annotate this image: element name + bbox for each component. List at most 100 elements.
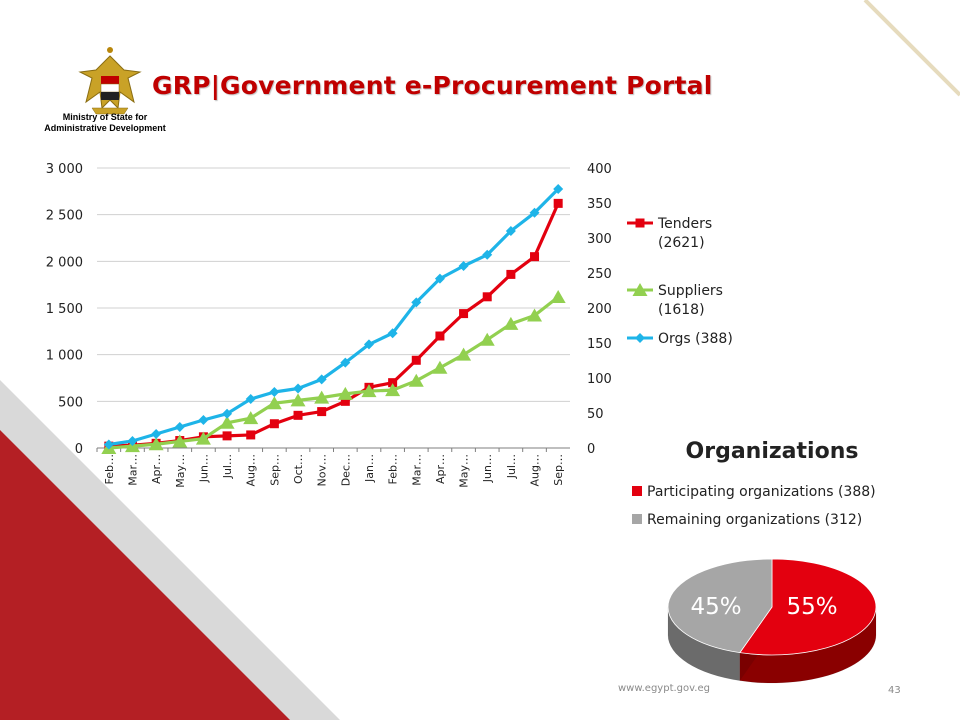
data-point [269, 387, 280, 397]
pie-title: Organizations [686, 439, 859, 464]
data-point [245, 394, 256, 404]
pie-legend-label: Participating organizations (388) [647, 484, 876, 500]
legend-label-line: (1618) [658, 302, 705, 318]
x-tick-label: Mar… [410, 454, 423, 486]
data-point [408, 373, 424, 387]
pie-slice-remaining [667, 558, 773, 654]
data-point [246, 430, 256, 440]
data-point [148, 437, 164, 451]
series-line-2 [108, 187, 560, 447]
x-tick-label: May… [458, 454, 471, 488]
x-tick-label: Jul… [221, 454, 234, 479]
ministry-caption: Ministry of State for Administrative Dev… [30, 112, 180, 134]
data-point [459, 309, 469, 319]
page-title: GRP|Government e-Procurement Portal [152, 71, 713, 100]
y-left-tick-label: 0 [75, 442, 83, 457]
x-tick-label: Sep… [268, 454, 281, 486]
y-right-tick-label: 200 [587, 302, 612, 317]
legend-label: Tenders (2621) [657, 216, 712, 251]
egypt-eagle-emblem-icon [78, 47, 142, 115]
data-point [198, 415, 209, 425]
y-right-tick-label: 300 [587, 232, 612, 247]
x-tick-label: Apr… [150, 454, 163, 484]
page-number: 43 [888, 685, 901, 696]
data-point [174, 422, 185, 432]
x-tick-label: Aug… [245, 454, 258, 486]
x-tick-label: Jul… [505, 454, 518, 479]
data-point [293, 383, 304, 394]
data-point [529, 207, 540, 218]
data-point [317, 407, 327, 417]
data-point [388, 378, 398, 388]
y-left-tick-label: 500 [58, 395, 83, 410]
data-point [527, 308, 543, 322]
data-point [172, 434, 188, 448]
series-line-0 [108, 202, 560, 448]
data-point [269, 419, 279, 429]
data-point [222, 408, 233, 419]
legend-marker [632, 283, 648, 296]
data-point [530, 252, 540, 262]
data-point [434, 273, 445, 284]
y-right-tick-label: 250 [587, 267, 612, 282]
ministry-line-1: Ministry of State for [62, 112, 148, 122]
data-point [337, 386, 353, 400]
data-point [243, 411, 259, 425]
pie-legend-swatch [632, 514, 642, 524]
data-point [411, 355, 421, 365]
legend-label: Suppliers (1618) [658, 283, 723, 318]
data-point [340, 396, 350, 406]
x-tick-label: Sep… [552, 454, 565, 486]
data-point [553, 198, 563, 208]
legend-label-line: (2621) [658, 235, 705, 251]
data-point [219, 415, 235, 429]
data-point [103, 439, 114, 450]
x-tick-label: Feb… [103, 454, 116, 484]
data-point [411, 297, 422, 308]
y-right-tick-label: 150 [587, 337, 612, 352]
legend-marker [635, 333, 645, 343]
pie-data-label: 45% [690, 594, 741, 620]
data-point [482, 249, 493, 260]
data-point [479, 332, 495, 346]
legend-label: Orgs (388) [658, 331, 733, 347]
x-tick-label: Feb… [387, 454, 400, 484]
y-left-tick-label: 1 500 [46, 302, 83, 317]
footer-url: www.egypt.gov.eg [618, 683, 710, 694]
data-point [266, 396, 282, 410]
x-tick-label: Aug… [529, 454, 542, 486]
y-left-tick-label: 3 000 [46, 162, 83, 177]
data-point [151, 429, 162, 439]
data-point [385, 383, 401, 397]
data-point [314, 390, 330, 404]
y-right-tick-label: 100 [587, 372, 612, 387]
ministry-line-2: Administrative Development [44, 123, 166, 133]
data-point [505, 226, 516, 236]
x-tick-label: Nov… [316, 454, 329, 486]
data-point [195, 431, 211, 445]
x-tick-label: Jun… [197, 454, 210, 483]
pie-legend-label: Remaining organizations (312) [647, 512, 862, 528]
data-point [432, 360, 448, 374]
x-tick-label: Jun… [481, 454, 494, 483]
legend-label-line: Suppliers [658, 283, 723, 299]
x-tick-label: Mar… [126, 454, 139, 486]
data-point [435, 331, 445, 341]
legend-marker [635, 218, 645, 228]
data-point [361, 384, 377, 398]
x-tick-label: Jan… [363, 454, 376, 483]
legend-label-line: Tenders [657, 216, 712, 232]
pie-slice-participating [739, 558, 877, 656]
data-point [340, 357, 351, 368]
data-point [482, 292, 492, 302]
data-point [127, 436, 138, 446]
data-point [550, 289, 566, 303]
pie-data-label: 55% [786, 594, 837, 620]
x-tick-label: Dec… [339, 454, 352, 486]
pie-legend-swatch [632, 486, 642, 496]
y-left-tick-label: 2 000 [46, 255, 83, 270]
data-point [506, 269, 516, 279]
y-left-tick-label: 1 000 [46, 349, 83, 364]
y-right-tick-label: 350 [587, 197, 612, 212]
